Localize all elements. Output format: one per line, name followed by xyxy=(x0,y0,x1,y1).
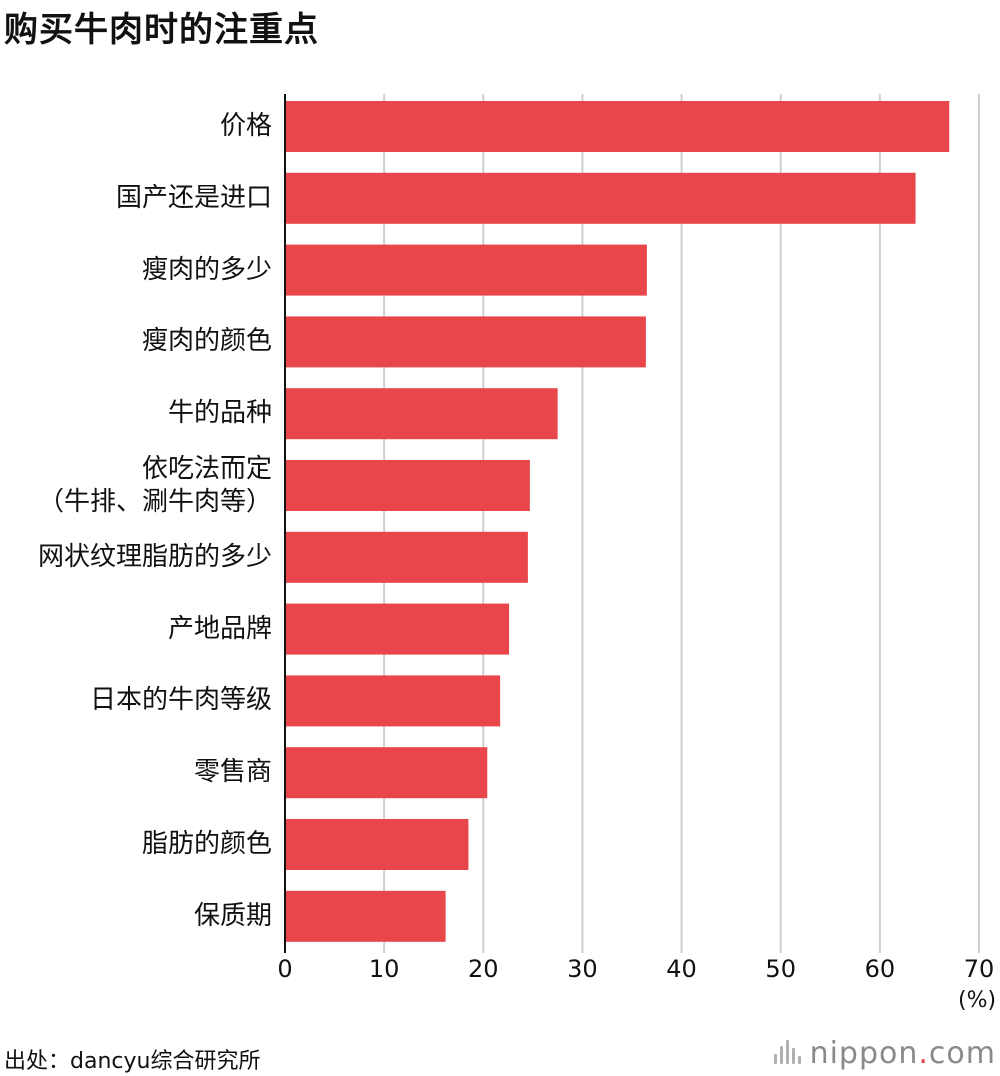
x-axis-unit: (%) xyxy=(958,988,997,1013)
category-label: 瘦肉的多少 xyxy=(141,254,272,285)
sound-wave-icon xyxy=(772,1039,804,1068)
bar xyxy=(285,460,530,511)
category-label: 日本的牛肉等级 xyxy=(89,685,272,716)
bar xyxy=(285,316,646,368)
category-label: 瘦肉的颜色 xyxy=(141,326,272,357)
category-label: 保质期 xyxy=(193,900,272,931)
source-note: 出处：dancyu综合研究所 xyxy=(4,1049,261,1074)
x-tick-label: 20 xyxy=(468,955,499,983)
x-tick-label: 60 xyxy=(864,955,896,983)
brand-dot: . xyxy=(918,1036,929,1071)
bar xyxy=(285,244,647,296)
x-tick-label: 70 xyxy=(963,955,995,983)
bar xyxy=(285,819,469,870)
x-tick-label: 10 xyxy=(368,955,400,983)
chart-title: 购买牛肉时的注重点 xyxy=(4,10,319,50)
brand-tld: com xyxy=(928,1036,996,1071)
bar xyxy=(285,747,488,799)
brand-name: nippon xyxy=(809,1036,919,1071)
x-tick-label: 0 xyxy=(277,955,293,983)
bar xyxy=(285,172,916,224)
category-label: 网状纹理脂肪的多少 xyxy=(37,541,272,572)
category-label: 依吃法而定 （牛排、涮牛肉等） xyxy=(37,453,272,517)
bar xyxy=(285,101,950,152)
category-label: 产地品牌 xyxy=(167,613,272,644)
nippon-logo: nippon. com xyxy=(772,1036,996,1071)
category-label: 脂肪的颜色 xyxy=(141,829,272,859)
bar xyxy=(285,388,558,440)
bar xyxy=(285,890,446,942)
x-tick-label: 40 xyxy=(666,955,697,983)
x-tick-label: 50 xyxy=(765,955,796,983)
category-label: 零售商 xyxy=(193,757,272,788)
x-tick-label: 30 xyxy=(567,955,598,983)
bar xyxy=(285,531,528,583)
bar xyxy=(285,603,510,655)
category-label: 价格 xyxy=(219,111,272,141)
category-label: 牛的品种 xyxy=(167,398,272,429)
category-label: 国产还是进口 xyxy=(115,182,272,213)
bar xyxy=(285,675,501,727)
